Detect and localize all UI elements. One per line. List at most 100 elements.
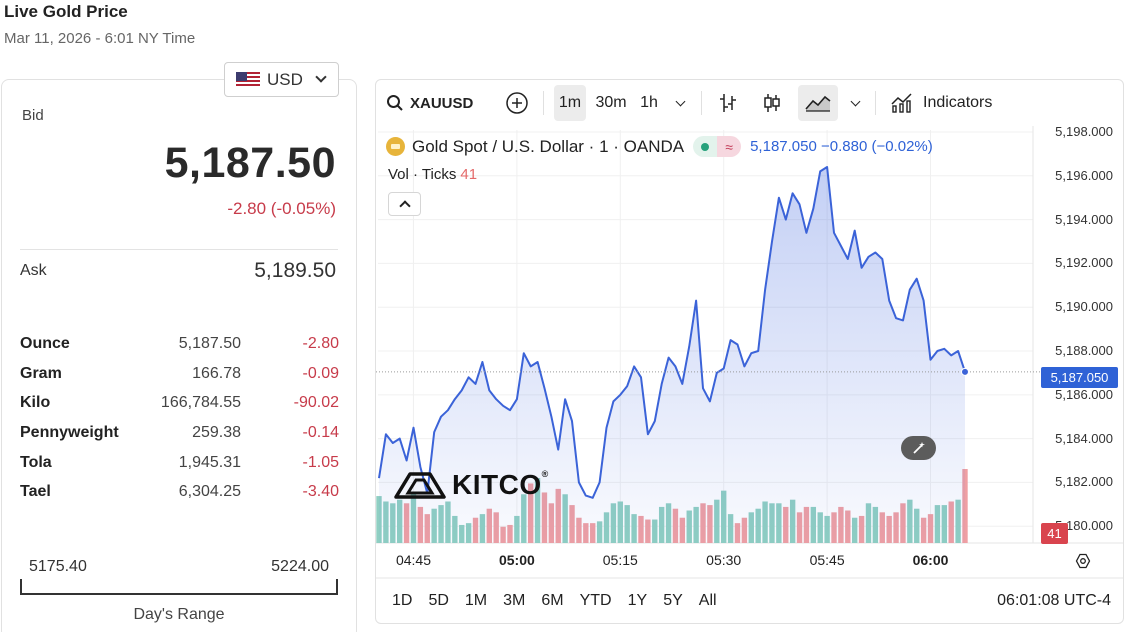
bid-label: Bid xyxy=(22,107,44,124)
range-tab-all[interactable]: All xyxy=(698,592,717,609)
divider xyxy=(20,249,338,250)
range-tab-6m[interactable]: 6M xyxy=(541,592,564,609)
unit-change: -2.80 xyxy=(302,335,339,352)
price-area xyxy=(379,167,965,543)
unit-price: 166.78 xyxy=(192,364,241,382)
day-range-low: 5175.40 xyxy=(29,558,87,575)
candle-style-button[interactable] xyxy=(758,85,786,121)
unit-price: 259.38 xyxy=(192,424,241,442)
interval-30m[interactable]: 30m xyxy=(595,94,627,111)
compare-symbol-button[interactable] xyxy=(504,85,530,121)
unit-change: -90.02 xyxy=(293,394,339,412)
time-axis-label: 05:15 xyxy=(602,552,638,568)
quote-panel xyxy=(1,79,357,632)
price-chart[interactable] xyxy=(376,80,1124,624)
indicators-icon xyxy=(891,93,912,113)
range-tab-5d[interactable]: 5D xyxy=(428,592,449,609)
kitco-wordmark: KITCO® xyxy=(452,469,549,500)
interval-1m[interactable]: 1m xyxy=(554,85,586,121)
search-icon xyxy=(387,95,403,111)
approx-icon: ≈ xyxy=(717,136,742,157)
chart-toolbar: XAUUSD 1m 30m 1h Indicators xyxy=(376,80,1123,126)
gold-bar-icon xyxy=(386,137,405,156)
unit-price: 5,187.50 xyxy=(178,335,241,352)
chart-legend: Gold Spot / U.S. Dollar · 1 · OANDA ≈ 5,… xyxy=(386,136,933,157)
price-axis-label: 5,194.000 xyxy=(1055,211,1113,227)
kitco-mark-icon xyxy=(394,472,446,499)
area-chart-icon xyxy=(805,95,831,112)
table-row: Tola 1,945.31 -1.05 xyxy=(20,454,340,484)
price-axis-label: 5,184.000 xyxy=(1055,430,1113,446)
price-axis-label: 5,190.000 xyxy=(1055,299,1113,315)
area-style-button[interactable] xyxy=(798,85,838,121)
collapse-legend-button[interactable] xyxy=(388,192,421,216)
bid-change: -2.80 (-0.05%) xyxy=(227,199,336,218)
unit-change: -0.09 xyxy=(302,364,339,382)
chart-widget: XAUUSD 1m 30m 1h Indicators xyxy=(375,79,1124,624)
range-tab-1y[interactable]: 1Y xyxy=(627,592,648,609)
price-axis-label: 5,196.000 xyxy=(1055,167,1113,183)
toolbar-divider xyxy=(875,91,876,115)
volume-label: Vol · Ticks xyxy=(388,166,457,183)
day-range-high: 5224.00 xyxy=(271,558,329,575)
unit-price-table: Ounce 5,187.50 -2.80 Gram 166.78 -0.09 K… xyxy=(20,335,340,513)
legend-title: Gold Spot / U.S. Dollar · 1 · OANDA xyxy=(412,136,685,156)
currency-select-value: USD xyxy=(267,69,303,89)
toolbar-divider xyxy=(701,91,702,115)
chevron-down-icon xyxy=(315,71,327,83)
magic-wand-icon xyxy=(912,442,925,454)
market-status-badge[interactable]: ≈ xyxy=(693,136,742,157)
unit-change: -3.40 xyxy=(302,483,339,501)
table-row: Pennyweight 259.38 -0.14 xyxy=(20,424,340,454)
last-price-tag: 5,187.050 xyxy=(1041,367,1118,388)
bid-price: 5,187.50 xyxy=(164,139,336,187)
ask-label: Ask xyxy=(20,262,47,279)
ohlc-bars-icon xyxy=(720,94,736,112)
candlestick-icon xyxy=(764,94,780,112)
time-axis-label: 05:30 xyxy=(706,552,742,568)
kitco-logo: KITCO® xyxy=(394,469,549,501)
us-flag-icon xyxy=(236,71,260,88)
last-price-marker xyxy=(961,367,969,376)
symbol-search-button[interactable]: XAUUSD xyxy=(386,85,478,121)
table-row: Gram 166.78 -0.09 xyxy=(20,365,340,395)
price-axis-label: 5,188.000 xyxy=(1055,343,1113,359)
range-tab-ytd[interactable]: YTD xyxy=(579,592,612,609)
unit-price: 1,945.31 xyxy=(178,453,241,471)
range-tab-1m[interactable]: 1M xyxy=(464,592,488,609)
page-timestamp: Mar 11, 2026 - 6:01 NY Time xyxy=(4,30,196,47)
range-tab-1d[interactable]: 1D xyxy=(392,592,413,609)
time-axis-label: 05:00 xyxy=(498,552,535,568)
symbol-label: XAUUSD xyxy=(410,94,474,112)
indicators-label: Indicators xyxy=(923,94,993,111)
unit-name: Tael xyxy=(20,483,51,501)
interval-1h[interactable]: 1h xyxy=(640,94,658,111)
range-tab-3m[interactable]: 3M xyxy=(503,592,526,609)
indicators-button[interactable]: Indicators xyxy=(890,85,1002,121)
time-axis-label: 05:45 xyxy=(809,552,845,568)
day-range-bar xyxy=(20,579,338,595)
currency-select[interactable]: USD xyxy=(224,62,339,97)
table-row: Ounce 5,187.50 -2.80 xyxy=(20,335,340,365)
bar-style-button[interactable] xyxy=(714,85,742,121)
range-tab-5y[interactable]: 5Y xyxy=(663,592,683,609)
ask-price: 5,189.50 xyxy=(254,259,336,282)
magic-wand-button[interactable] xyxy=(901,436,936,460)
page-title: Live Gold Price xyxy=(4,2,128,21)
volume-legend: Vol · Ticks 41 xyxy=(388,166,477,183)
day-range-label: Day's Range xyxy=(133,606,225,623)
table-row: Tael 6,304.25 -3.40 xyxy=(20,483,340,513)
time-axis-label: 04:45 xyxy=(395,552,431,568)
range-tabs: 1D 5D 1M 3M 6M YTD 1Y 5Y All xyxy=(392,592,733,610)
volume-value: 41 xyxy=(460,166,478,183)
chart-settings-icon[interactable] xyxy=(1075,553,1091,569)
chart-clock: 06:01:08 UTC-4 xyxy=(997,592,1111,609)
unit-name: Tola xyxy=(20,453,52,471)
unit-name: Kilo xyxy=(20,394,51,412)
price-axis-label: 5,186.000 xyxy=(1055,386,1113,402)
unit-price: 6,304.25 xyxy=(178,483,241,501)
last-volume-tag: 41 xyxy=(1041,523,1068,544)
toolbar-divider xyxy=(543,91,544,115)
unit-price: 166,784.55 xyxy=(160,394,241,412)
unit-name: Pennyweight xyxy=(20,424,119,442)
